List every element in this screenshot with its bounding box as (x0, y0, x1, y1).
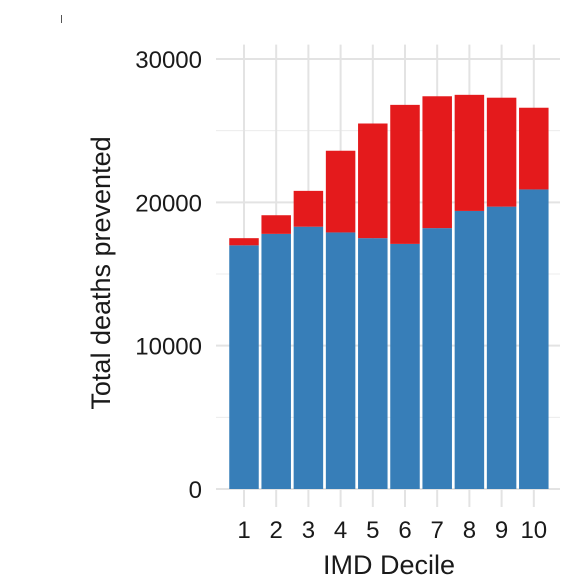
corner-tick-mark (61, 15, 62, 23)
bar-segment-9-series-1 (486, 206, 517, 489)
y-tick-label: 0 (189, 477, 202, 504)
x-tick-label: 6 (398, 517, 411, 544)
x-tick-label: 9 (495, 517, 508, 544)
bar-segment-7-series-2 (422, 96, 452, 229)
bar-segment-1-series-1 (229, 245, 259, 489)
y-tick-labels: 0 10000 20000 30000 (135, 47, 202, 504)
x-axis-title: IMD Decile (323, 550, 455, 577)
y-tick-label: 20000 (135, 190, 202, 217)
bar-segment-10-series-1 (519, 189, 549, 489)
y-axis-title: Total deaths prevented (86, 136, 116, 409)
bar-segment-9-series-2 (486, 97, 517, 207)
bar-segment-7-series-1 (422, 228, 452, 489)
bar-segment-6-series-1 (390, 243, 420, 489)
bar-segment-6-series-2 (390, 104, 420, 244)
bar-segment-3-series-2 (293, 190, 324, 227)
y-tick-label: 30000 (135, 47, 202, 74)
x-tick-labels: 1 2 3 4 5 6 7 8 9 10 (237, 517, 547, 544)
x-tick-label: 3 (302, 517, 315, 544)
x-tick-label: 4 (334, 517, 347, 544)
x-tick-label: 1 (237, 517, 250, 544)
bar-segment-10-series-2 (519, 107, 549, 190)
bar-segment-4-series-1 (325, 232, 356, 489)
bar-segment-2-series-1 (261, 233, 291, 489)
x-tick-label: 2 (270, 517, 283, 544)
bar-segment-1-series-2 (229, 238, 259, 246)
y-tick-label: 10000 (135, 334, 202, 361)
bar-segment-4-series-2 (325, 150, 356, 233)
bar-segment-5-series-1 (358, 238, 388, 489)
bar-segment-5-series-2 (358, 123, 388, 239)
bar-layer (229, 94, 549, 489)
x-tick-label: 5 (366, 517, 379, 544)
bar-segment-8-series-2 (454, 94, 485, 211)
bar-segment-3-series-1 (293, 226, 324, 489)
bar-segment-2-series-2 (261, 215, 291, 234)
x-tick-label: 7 (431, 517, 444, 544)
x-tick-label: 10 (520, 517, 547, 544)
bar-segment-8-series-1 (454, 210, 485, 489)
x-tick-label: 8 (463, 517, 476, 544)
